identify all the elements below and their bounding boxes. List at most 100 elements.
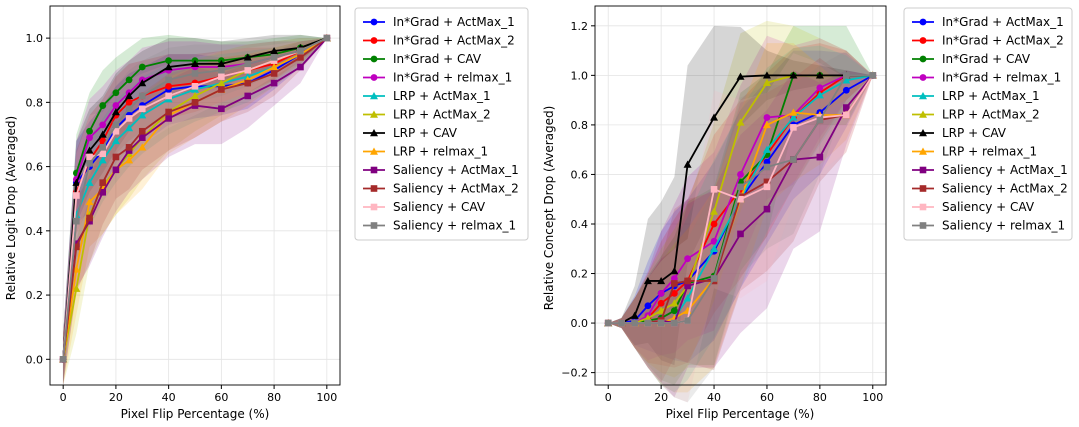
data-point: [86, 153, 93, 161]
data-point: [684, 255, 691, 263]
data-point: [243, 53, 252, 61]
data-point: [125, 124, 134, 132]
chart-1-ticks: 0 20 40 60 80 100 −0.2 0.0 0.2 0.4 0.6 0.8 1.0 1.2: [561, 20, 883, 404]
data-point: [86, 160, 93, 167]
data-point: [671, 280, 678, 287]
data-point: [270, 54, 278, 61]
data-point: [762, 145, 771, 153]
data-point: [138, 127, 146, 135]
data-point: [85, 178, 94, 186]
legend-label: Saliency + CAV: [942, 200, 1035, 214]
chart-0-series: [59, 34, 331, 363]
legend-item: LRP + ActMax_2: [912, 108, 1040, 122]
data-point: [842, 76, 851, 84]
legend-item: LRP + CAV: [363, 126, 458, 140]
data-point: [762, 78, 771, 86]
chart-1-ylabel: Relative Concept Drop (Averaged): [542, 106, 556, 311]
data-point: [763, 205, 771, 213]
series-line: [62, 37, 328, 360]
data-point: [762, 120, 771, 129]
x-tick-label: 0: [60, 391, 67, 404]
data-point: [112, 127, 120, 135]
data-point: [630, 311, 639, 319]
legend-marker: [919, 110, 927, 118]
data-point: [843, 111, 850, 119]
data-point: [165, 92, 172, 100]
data-point: [85, 197, 94, 206]
legend-label: LRP + relmax_1: [393, 145, 488, 159]
legend-label: Saliency + ActMax_2: [393, 182, 519, 196]
data-point: [789, 71, 798, 79]
data-point: [670, 267, 679, 275]
x-tick-label: 100: [862, 391, 883, 404]
legend-label: LRP + ActMax_2: [942, 108, 1040, 122]
legend-item: Saliency + ActMax_1: [363, 163, 519, 177]
data-point: [165, 57, 173, 65]
data-point: [191, 59, 199, 68]
legend-marker: [919, 166, 927, 174]
data-point: [762, 71, 771, 79]
data-point: [297, 54, 304, 61]
data-point: [710, 237, 718, 245]
legend-label: In*Grad + relmax_1: [393, 71, 512, 85]
data-point: [112, 102, 120, 109]
legend-marker: [370, 166, 378, 174]
data-point: [644, 319, 652, 327]
legend-marker: [919, 203, 927, 211]
x-tick-label: 80: [813, 391, 827, 404]
data-point: [736, 72, 745, 80]
data-point: [737, 230, 744, 238]
y-tick-label: 0.2: [26, 289, 44, 302]
data-point: [297, 47, 304, 55]
legend-label: LRP + CAV: [942, 126, 1007, 140]
data-point: [125, 144, 133, 151]
data-point: [86, 127, 93, 135]
data-point: [244, 60, 252, 68]
legend-label: Saliency + ActMax_1: [942, 163, 1068, 177]
data-point: [790, 156, 797, 163]
data-point: [164, 63, 173, 71]
chart-0-xlabel: Pixel Flip Percentage (%): [121, 407, 270, 421]
legend-item: In*Grad + CAV: [363, 52, 482, 66]
data-point: [763, 178, 771, 186]
data-point: [99, 150, 107, 158]
legend-marker: [370, 110, 378, 118]
x-tick-label: 0: [605, 391, 612, 404]
data-point: [618, 319, 625, 327]
x-tick-label: 20: [654, 391, 668, 404]
data-point: [270, 63, 279, 71]
x-tick-label: 100: [316, 391, 337, 404]
logit-drop-chart: Relative Logit Drop (Averaged) Pixel Fli…: [4, 5, 529, 421]
legend-label: In*Grad + CAV: [942, 52, 1031, 66]
legend-item: LRP + ActMax_1: [363, 89, 491, 103]
data-point: [710, 186, 718, 193]
data-point: [125, 98, 133, 106]
data-point: [73, 192, 80, 199]
y-tick-label: 1.0: [26, 32, 44, 45]
data-point: [710, 220, 718, 228]
data-point: [657, 299, 665, 307]
y-tick-label: 0.4: [26, 225, 44, 238]
series-band: [63, 34, 327, 386]
data-point: [684, 277, 691, 285]
legend-frame: [354, 7, 529, 241]
data-point: [99, 121, 107, 129]
data-point: [138, 105, 146, 113]
legend-label: In*Grad + ActMax_1: [942, 15, 1064, 29]
legend-label: Saliency + ActMax_1: [393, 163, 519, 177]
legend-item: In*Grad + ActMax_2: [363, 34, 515, 48]
chart-1-series: [604, 71, 877, 327]
data-point: [790, 124, 797, 131]
data-point: [99, 102, 107, 109]
data-point: [843, 104, 850, 111]
data-point: [165, 108, 172, 116]
x-tick-label: 20: [109, 391, 123, 404]
data-point: [736, 118, 745, 126]
legend-label: In*Grad + ActMax_2: [942, 34, 1064, 48]
data-point: [218, 105, 225, 113]
legend-label: LRP + ActMax_1: [942, 89, 1040, 103]
legend-label: In*Grad + CAV: [393, 52, 482, 66]
legend-item: Saliency + ActMax_2: [912, 182, 1068, 196]
data-point: [73, 243, 80, 251]
